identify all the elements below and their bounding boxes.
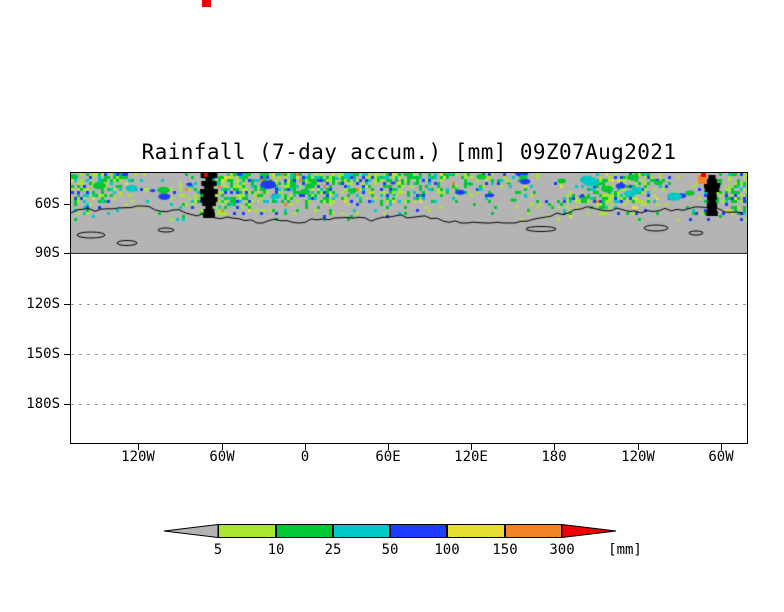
x-axis-tick	[305, 444, 306, 450]
y-tick-label: 180S	[26, 396, 60, 412]
y-axis-tick	[64, 304, 70, 305]
latitude-gridline	[71, 354, 747, 355]
y-tick-label: 150S	[26, 346, 60, 362]
y-axis-tick	[64, 404, 70, 405]
stray-red-mark	[202, 0, 211, 7]
colorbar-level-label: 50	[381, 542, 399, 558]
colorbar-segment	[333, 524, 390, 538]
colorbar-left-arrow	[163, 524, 219, 538]
y-tick-label: 60S	[34, 196, 60, 212]
colorbar-level-label: 5	[213, 542, 223, 558]
x-tick-label: 60W	[209, 449, 235, 465]
x-tick-label: 180	[541, 449, 567, 465]
rainfall-field-canvas	[71, 173, 747, 254]
colorbar-segment	[447, 524, 505, 538]
colorbar-level-label: 150	[492, 542, 518, 558]
x-axis-tick	[388, 444, 389, 450]
x-tick-label: 60W	[708, 449, 734, 465]
colorbar-level-label: 100	[434, 542, 460, 558]
x-tick-label: 120W	[121, 449, 155, 465]
x-tick-label: 120W	[621, 449, 655, 465]
latitude-gridline	[71, 404, 747, 405]
map-plot-area: 60S 90S 120S 150S 180S 120W 60W 0 60E 12…	[26, 172, 748, 465]
colorbar-segment	[505, 524, 562, 538]
y-axis-tick	[64, 354, 70, 355]
x-tick-label: 60E	[375, 449, 401, 465]
colorbar-right-arrow	[562, 524, 617, 538]
colorbar-segment	[218, 524, 276, 538]
y-tick-label: 90S	[34, 245, 60, 261]
colorbar-segment	[276, 524, 333, 538]
colorbar-level-label: 10	[267, 542, 285, 558]
latitude-gridline	[71, 304, 747, 305]
x-axis-tick	[721, 444, 722, 450]
colorbar-level-label: 300	[549, 542, 575, 558]
x-axis-tick	[222, 444, 223, 450]
x-axis-tick	[471, 444, 472, 450]
x-axis-tick	[138, 444, 139, 450]
y-tick-label: 120S	[26, 296, 60, 312]
y-axis-tick	[64, 253, 70, 254]
x-axis-tick	[638, 444, 639, 450]
x-axis-tick	[554, 444, 555, 450]
y-axis-tick	[64, 204, 70, 205]
plot-title: Rainfall (7-day accum.) [mm] 09Z07Aug202…	[141, 140, 677, 164]
x-tick-label: 120E	[454, 449, 488, 465]
colorbar-level-label: 25	[324, 542, 342, 558]
colorbar-segment	[390, 524, 447, 538]
colorbar: 5 10 25 50 100 150 300 [mm]	[163, 524, 642, 566]
colorbar-unit-label: [mm]	[608, 542, 642, 558]
x-tick-label: 0	[300, 449, 310, 465]
